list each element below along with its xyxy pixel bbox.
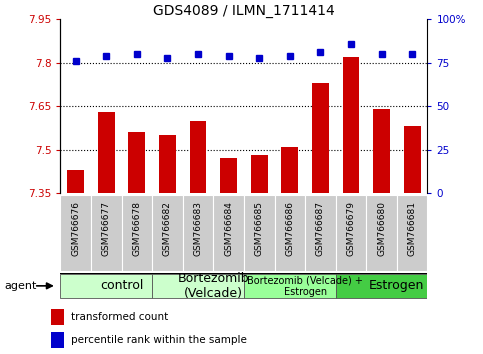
Text: GSM766680: GSM766680 bbox=[377, 201, 386, 256]
Text: GSM766685: GSM766685 bbox=[255, 201, 264, 256]
Text: GSM766678: GSM766678 bbox=[132, 201, 142, 256]
Text: GSM766686: GSM766686 bbox=[285, 201, 294, 256]
Text: GSM766687: GSM766687 bbox=[316, 201, 325, 256]
Bar bbox=[91, 195, 122, 271]
Bar bbox=[213, 195, 244, 271]
Text: agent: agent bbox=[5, 281, 37, 291]
Bar bbox=[244, 195, 274, 271]
Bar bbox=[183, 195, 213, 271]
Bar bbox=[190, 121, 206, 193]
Text: GSM766683: GSM766683 bbox=[194, 201, 202, 256]
Bar bbox=[373, 109, 390, 193]
Text: GSM766677: GSM766677 bbox=[102, 201, 111, 256]
Bar bbox=[336, 195, 366, 271]
Bar bbox=[60, 195, 91, 271]
Text: GSM766684: GSM766684 bbox=[224, 201, 233, 256]
Bar bbox=[336, 274, 427, 298]
Bar bbox=[244, 274, 336, 298]
Bar bbox=[366, 195, 397, 271]
Bar bbox=[274, 195, 305, 271]
Text: GSM766681: GSM766681 bbox=[408, 201, 417, 256]
Bar bbox=[51, 309, 64, 325]
Bar bbox=[128, 132, 145, 193]
Text: GSM766682: GSM766682 bbox=[163, 201, 172, 256]
Bar bbox=[312, 83, 329, 193]
Text: Estrogen: Estrogen bbox=[369, 279, 425, 292]
Bar bbox=[60, 274, 152, 298]
Bar bbox=[152, 274, 244, 298]
Text: transformed count: transformed count bbox=[71, 312, 169, 322]
Text: control: control bbox=[100, 279, 143, 292]
Text: Bortezomib
(Velcade): Bortezomib (Velcade) bbox=[178, 272, 249, 300]
Text: GSM766676: GSM766676 bbox=[71, 201, 80, 256]
Text: percentile rank within the sample: percentile rank within the sample bbox=[71, 335, 247, 346]
Text: Bortezomib (Velcade) +
Estrogen: Bortezomib (Velcade) + Estrogen bbox=[247, 275, 363, 297]
Bar bbox=[67, 170, 84, 193]
Bar bbox=[159, 135, 176, 193]
Title: GDS4089 / ILMN_1711414: GDS4089 / ILMN_1711414 bbox=[153, 5, 335, 18]
Bar bbox=[251, 155, 268, 193]
Bar bbox=[305, 195, 336, 271]
Bar bbox=[342, 57, 359, 193]
Bar bbox=[152, 195, 183, 271]
Bar bbox=[404, 126, 421, 193]
Bar bbox=[397, 195, 427, 271]
Bar bbox=[98, 112, 114, 193]
Bar bbox=[51, 332, 64, 348]
Bar bbox=[122, 195, 152, 271]
Bar bbox=[282, 147, 298, 193]
Text: GSM766679: GSM766679 bbox=[346, 201, 355, 256]
Bar bbox=[220, 158, 237, 193]
